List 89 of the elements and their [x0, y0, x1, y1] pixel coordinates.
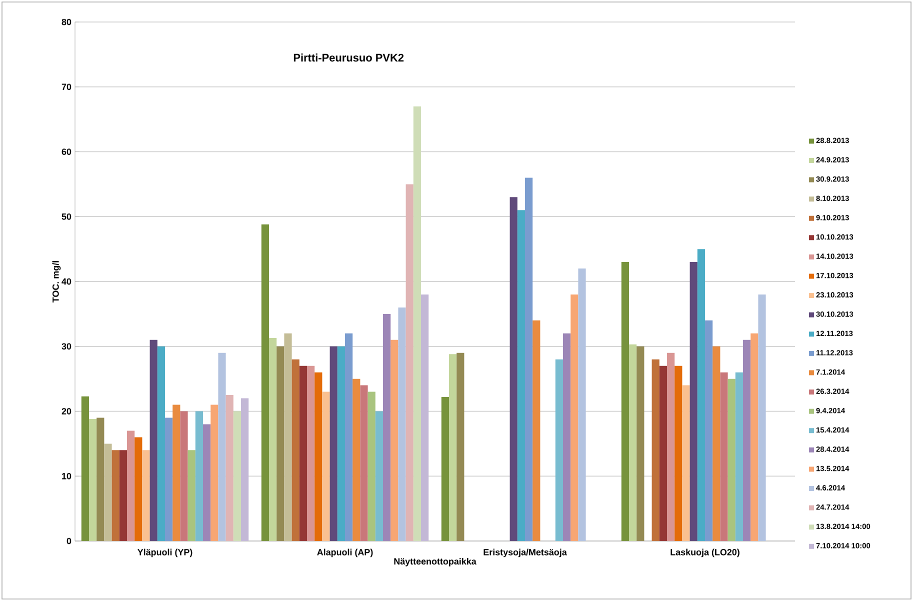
bar — [621, 262, 630, 541]
bar — [735, 372, 744, 541]
bar — [728, 378, 736, 541]
bar — [659, 366, 668, 541]
bar — [532, 320, 540, 541]
bar — [112, 450, 120, 541]
bar — [142, 450, 150, 541]
bar — [743, 340, 751, 541]
bar — [563, 333, 571, 541]
x-tick-label: Yläpuoli (YP) — [138, 548, 192, 558]
bar — [330, 346, 338, 541]
y-tick-label: 30 — [62, 343, 72, 350]
bar — [413, 106, 422, 541]
y-tick-label: 70 — [62, 84, 72, 90]
bar — [226, 395, 234, 541]
x-tick-label: Eristysoja/Metsäoja — [484, 548, 567, 558]
bar — [682, 385, 690, 541]
bar — [517, 210, 526, 541]
bar — [241, 398, 249, 541]
y-tick-label: 60 — [62, 148, 72, 155]
bar — [307, 366, 315, 541]
bar — [555, 359, 564, 541]
text: Pirtti-Peurusuo PVK2 — [294, 54, 404, 62]
x-axis-title: Näytteenottopaikka — [394, 558, 476, 566]
bar — [299, 366, 308, 541]
bar — [89, 419, 97, 541]
bar — [172, 404, 180, 541]
y-tick-label: 20 — [62, 408, 72, 414]
bar — [674, 366, 682, 541]
bar — [712, 346, 720, 541]
bar — [150, 340, 158, 541]
bar — [203, 424, 211, 541]
bar — [720, 372, 728, 541]
bar — [134, 437, 142, 541]
bar — [345, 333, 353, 541]
bar — [578, 268, 586, 541]
x-tick-label: Alapuoli (AP) — [317, 548, 373, 558]
y-tick-label: 0 — [66, 538, 72, 544]
bar — [449, 354, 457, 541]
bar — [360, 385, 368, 541]
bar — [81, 396, 89, 541]
bar — [375, 411, 384, 541]
y-tick-label: 10 — [62, 472, 72, 480]
bar — [750, 333, 758, 541]
bar — [165, 418, 173, 541]
bar — [322, 392, 330, 541]
bar — [570, 294, 578, 541]
bar — [398, 307, 406, 541]
bar — [96, 418, 104, 541]
bar — [383, 314, 391, 541]
bar — [456, 352, 464, 541]
bar — [406, 184, 414, 541]
bar — [525, 178, 533, 541]
bar — [276, 346, 284, 541]
bar — [261, 224, 270, 541]
bar — [690, 262, 698, 541]
bar — [127, 430, 135, 541]
bar — [157, 346, 165, 541]
bar — [667, 352, 675, 541]
bar — [510, 197, 518, 541]
y-tick-label: 80 — [62, 18, 72, 26]
bar — [314, 372, 322, 541]
bar — [337, 346, 346, 541]
bar — [352, 378, 360, 541]
bar — [180, 411, 188, 541]
bar — [697, 249, 706, 541]
bar — [441, 396, 450, 541]
bar — [629, 344, 637, 541]
x-tick-label: Laskuoja (LO20) — [670, 548, 740, 558]
bar — [652, 359, 660, 541]
y-tick-label: 40 — [62, 278, 72, 285]
bar — [210, 404, 218, 541]
bar — [284, 333, 292, 541]
bar — [104, 444, 112, 541]
bar — [705, 320, 713, 541]
bar — [218, 352, 226, 541]
bar — [119, 450, 127, 541]
bar — [195, 411, 203, 541]
bar — [233, 411, 241, 541]
y-axis-title: TOC. mg/l — [52, 261, 61, 302]
bar — [636, 346, 644, 541]
y-tick-label: 50 — [62, 213, 72, 220]
bar — [269, 338, 277, 541]
bar — [292, 359, 300, 541]
bar — [368, 392, 376, 541]
bar — [421, 294, 429, 541]
bar — [188, 450, 196, 541]
bar — [390, 340, 398, 541]
bar — [758, 294, 766, 541]
